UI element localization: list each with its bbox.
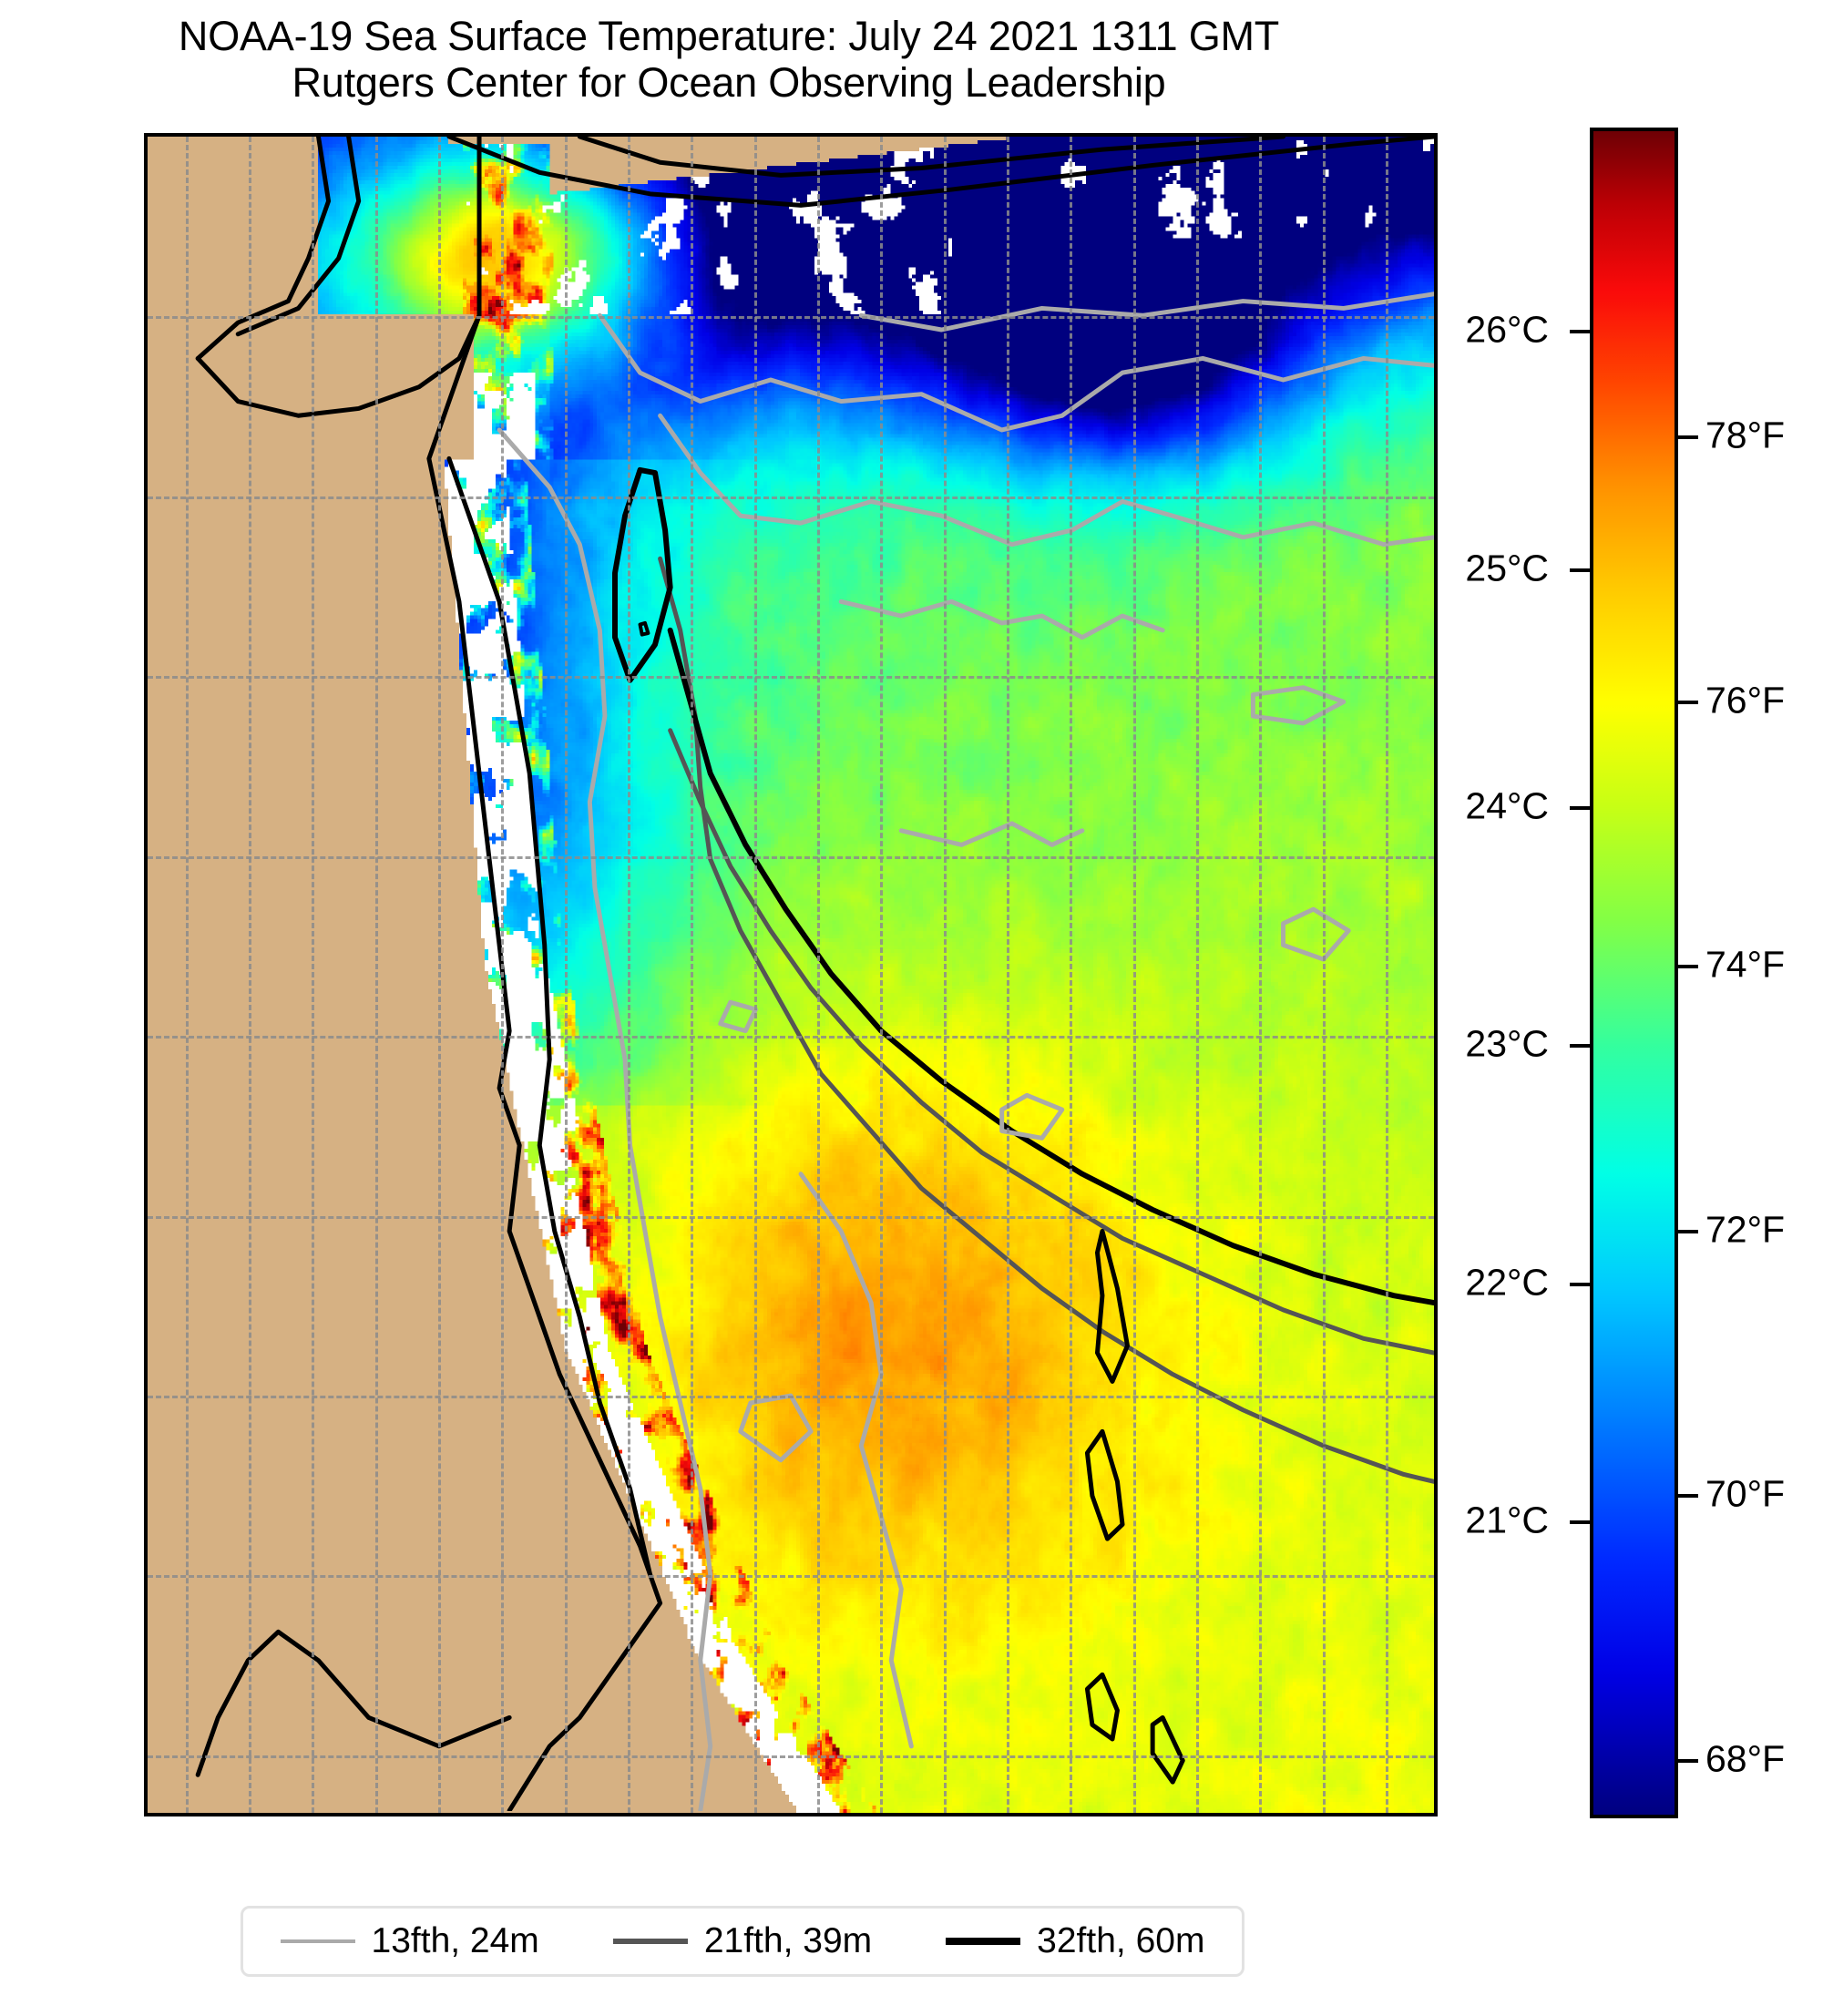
x-tick-minor xyxy=(691,1813,693,1816)
colorbar-label-fahrenheit: 68°F xyxy=(1705,1737,1786,1780)
map-vector-path xyxy=(1094,1228,1130,1384)
x-tick-minor xyxy=(186,1813,189,1816)
colorbar-label-celsius: 24°C xyxy=(1465,784,1549,827)
title-line-1: NOAA-19 Sea Surface Temperature: July 24… xyxy=(178,13,1280,59)
y-tick-minor xyxy=(144,1575,148,1578)
map-vector-path xyxy=(1281,906,1351,962)
x-tick-minor xyxy=(944,1813,947,1816)
legend-item: 13fth, 24m xyxy=(280,1921,539,1961)
x-tick-minor xyxy=(1386,1813,1388,1816)
colorbar-label-fahrenheit: 78°F xyxy=(1705,414,1786,456)
colorbar-label-celsius: 23°C xyxy=(1465,1022,1549,1065)
colorbar-tick-celsius xyxy=(1570,568,1590,572)
x-tick-minor xyxy=(880,1813,883,1816)
map-vector-path xyxy=(1084,1428,1125,1541)
colorbar-tick-fahrenheit xyxy=(1678,1229,1698,1233)
map-vector-path xyxy=(195,312,482,418)
map-vector-path xyxy=(1084,1672,1120,1742)
colorbar-tick-fahrenheit xyxy=(1678,435,1698,440)
map-vector-path xyxy=(446,455,653,1577)
x-tick-minor xyxy=(1070,1813,1072,1816)
colorbar[interactable] xyxy=(1590,128,1678,1818)
page-title: NOAA-19 Sea Surface Temperature: July 24… xyxy=(0,13,1458,107)
colorbar-gradient xyxy=(1593,131,1674,1815)
sst-raster-layer xyxy=(148,137,1434,1813)
colorbar-tick-celsius xyxy=(1570,1520,1590,1525)
colorbar-label-celsius: 21°C xyxy=(1465,1499,1549,1541)
x-tick-minor xyxy=(375,1813,378,1816)
x-tick-minor xyxy=(1133,1813,1136,1816)
x-tick-minor xyxy=(817,1813,820,1816)
legend-item: 21fth, 39m xyxy=(612,1921,873,1961)
sst-map-axes[interactable]: 40°30'N40°15'N40°0'N39°45'N39°30'N74°15'… xyxy=(144,133,1438,1816)
map-vector-path xyxy=(195,1629,512,1777)
map-vector-path xyxy=(577,137,1286,178)
legend-item: 32fth, 60m xyxy=(946,1921,1204,1961)
map-vector-path xyxy=(497,427,713,1811)
map-vector-path xyxy=(658,556,1434,1484)
legend-line-swatch xyxy=(946,1938,1021,1945)
map-vector-path xyxy=(738,1393,814,1463)
x-tick xyxy=(501,1813,505,1816)
map-vector-path xyxy=(999,1092,1065,1141)
colorbar-tick-celsius xyxy=(1570,1282,1590,1286)
x-tick-minor xyxy=(565,1813,568,1816)
colorbar-tick-celsius xyxy=(1570,1044,1590,1049)
colorbar-label-celsius: 22°C xyxy=(1465,1261,1549,1304)
map-vector-path xyxy=(898,821,1085,847)
x-tick xyxy=(754,1813,758,1816)
colorbar-label-fahrenheit: 72°F xyxy=(1705,1208,1786,1251)
map-vector-path xyxy=(446,137,1434,208)
x-tick-minor xyxy=(1323,1813,1326,1816)
x-tick-minor xyxy=(1196,1813,1199,1816)
map-vector-path xyxy=(658,413,1434,547)
bathymetry-legend: 13fth, 24m 21fth, 39m 32fth, 60m xyxy=(241,1906,1244,1977)
title-line-2: Rutgers Center for Ocean Observing Leade… xyxy=(292,59,1166,107)
y-tick-minor xyxy=(144,1216,148,1219)
legend-label: 13fth, 24m xyxy=(371,1921,539,1960)
x-tick xyxy=(1259,1813,1263,1816)
colorbar-label-fahrenheit: 74°F xyxy=(1705,943,1786,986)
x-tick-minor xyxy=(438,1813,441,1816)
legend-label: 21fth, 39m xyxy=(703,1921,873,1960)
y-tick-minor xyxy=(144,856,148,859)
map-vector-path xyxy=(597,312,1434,433)
colorbar-tick-fahrenheit xyxy=(1678,965,1698,969)
y-tick xyxy=(144,1396,148,1399)
map-vector-path xyxy=(668,728,1434,1356)
map-vector-path xyxy=(638,620,650,637)
coastline-and-bathymetry-layer xyxy=(195,137,1434,1811)
colorbar-label-celsius: 26°C xyxy=(1465,308,1549,351)
colorbar-label-celsius: 25°C xyxy=(1465,547,1549,589)
x-tick xyxy=(1007,1813,1010,1816)
map-vector-path xyxy=(838,599,1165,640)
y-tick-minor xyxy=(144,496,148,499)
map-vector-path xyxy=(426,137,663,1811)
map-vector-path xyxy=(798,1172,914,1749)
x-tick-minor xyxy=(628,1813,630,1816)
y-tick xyxy=(144,676,148,680)
map-vector-path xyxy=(235,137,362,337)
colorbar-tick-fahrenheit xyxy=(1678,1494,1698,1499)
y-tick xyxy=(144,1755,148,1759)
map-vector-path xyxy=(667,627,1434,1306)
legend-label: 32fth, 60m xyxy=(1037,1921,1205,1960)
x-tick xyxy=(249,1813,252,1816)
map-vector-path xyxy=(612,466,673,683)
map-vector-path xyxy=(1150,1714,1185,1785)
colorbar-label-fahrenheit: 70°F xyxy=(1705,1472,1786,1515)
map-vector-path xyxy=(1250,685,1347,726)
colorbar-tick-fahrenheit xyxy=(1678,700,1698,704)
legend-line-swatch xyxy=(280,1939,355,1943)
x-tick-minor xyxy=(312,1813,314,1816)
colorbar-tick-fahrenheit xyxy=(1678,1758,1698,1763)
map-vector-path xyxy=(195,137,332,361)
colorbar-label-fahrenheit: 76°F xyxy=(1705,679,1786,721)
colorbar-tick-celsius xyxy=(1570,806,1590,810)
legend-line-swatch xyxy=(612,1939,688,1944)
map-vector-path xyxy=(858,292,1434,333)
colorbar-tick-celsius xyxy=(1570,330,1590,334)
